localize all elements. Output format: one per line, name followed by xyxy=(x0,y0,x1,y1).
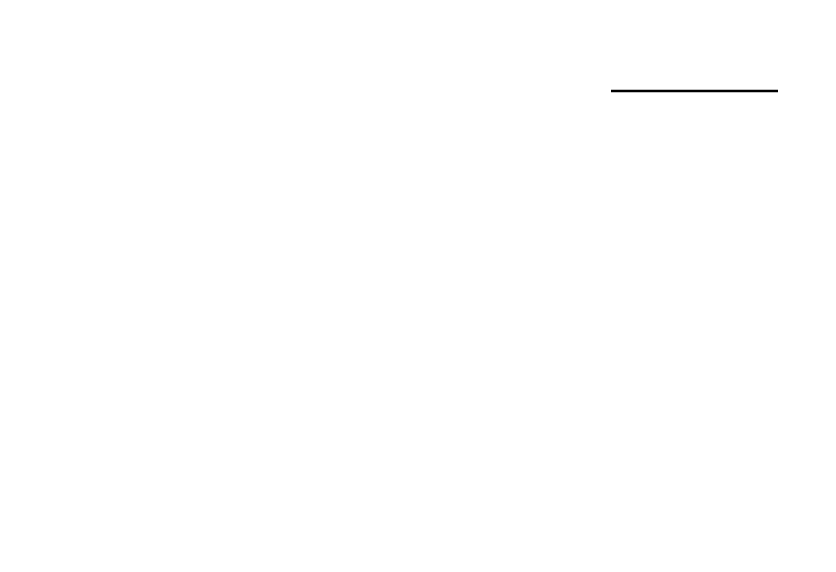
histogram-chart xyxy=(611,89,778,93)
chart-canvas xyxy=(611,89,778,93)
